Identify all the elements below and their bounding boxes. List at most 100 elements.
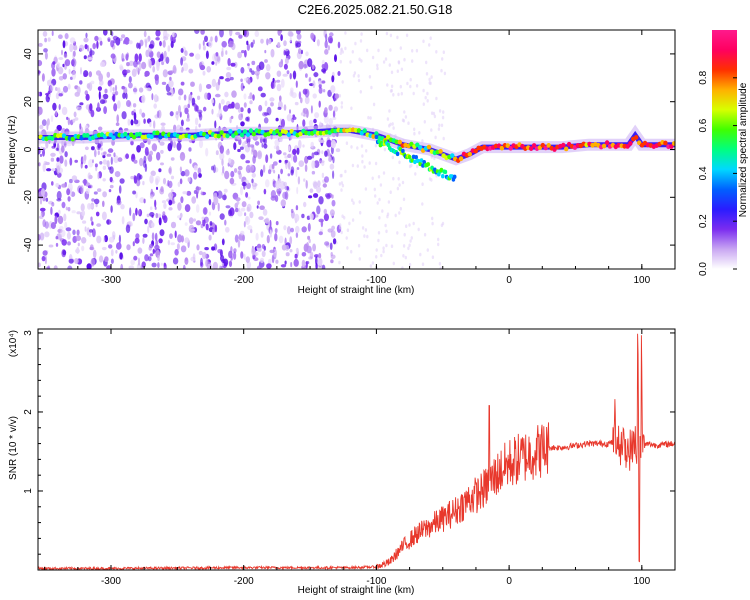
spectrogram-noise-cell [334,93,340,99]
chart-title: C2E6.2025.082.21.50.G18 [298,2,453,17]
spectrogram-noise-cell [91,146,95,151]
spectrogram-noise-cell [147,225,150,234]
spectrogram-noise-cell [401,118,405,122]
spectrogram-noise-cell [269,219,272,228]
spectrogram-noise-cell [266,235,270,244]
spectrogram-noise-cell [90,244,94,250]
spectrogram-ridge-cell [669,144,674,149]
spectrogram-noise-cell [69,43,74,53]
spectrogram-ridge-cell [531,143,537,148]
spectrogram-noise-cell [351,50,354,54]
spectrogram-noise-cell [397,177,400,181]
spectrogram-noise-cell [263,188,267,195]
spectrogram-noise-cell [236,200,240,205]
spectrogram-noise-cell [265,179,270,188]
spectrogram-noise-cell [407,246,410,251]
spectrogram-noise-cell [51,181,54,186]
spectrogram-noise-cell [178,88,184,96]
spectrogram-noise-cell [357,74,360,78]
spectrogram-noise-cell [251,172,256,178]
spectrogram-noise-cell [313,181,318,189]
spectrogram-noise-cell [278,61,283,67]
spectrogram-noise-cell [38,162,41,167]
spectrogram-noise-cell [298,48,302,55]
spectrogram-noise-cell [269,249,275,254]
spectrogram-noise-cell [311,170,316,175]
spectrogram-noise-cell [69,187,72,197]
spectrogram-noise-cell [189,158,192,164]
spectrogram-noise-cell [170,40,174,49]
spectrogram-noise-cell [98,255,104,263]
spectrogram-noise-cell [240,78,243,83]
spectrogram-noise-cell [411,49,414,53]
spectrogram-noise-cell [214,120,217,129]
spectrogram-noise-cell [54,215,58,225]
spectrogram-noise-cell [184,204,191,213]
spectrogram-noise-cell [278,159,282,163]
spectrogram-noise-cell [273,169,276,174]
spectrogram-noise-cell [360,144,364,148]
spectrogram-ridge-cell [137,131,143,137]
colorbar-tick-label: 0.6 [698,118,709,132]
spectrogram-noise-cell [277,30,282,36]
spectrogram-noise-cell [261,244,265,249]
spectrogram-noise-cell [55,183,59,188]
spectrogram-noise-cell [166,92,172,96]
spectrogram-noise-cell [378,216,381,220]
spectrogram-ridge-cell [362,128,367,134]
spectrogram-noise-cell [389,190,392,194]
spectrogram-noise-cell [76,229,80,236]
spectrogram-noise-cell [56,157,60,162]
spectrogram-noise-cell [85,146,89,151]
spectrogram-noise-cell [276,70,282,77]
spectrogram-noise-cell [400,67,404,72]
spectrogram-noise-cell [286,226,291,235]
spectrogram-noise-cell [285,252,290,257]
spectrogram-noise-cell [283,104,287,111]
spectrogram-noise-cell [170,221,177,229]
spectrogram-noise-cell [160,262,163,266]
spectrogram-noise-cell [97,86,102,91]
spectrogram-noise-cell [339,51,342,55]
spectrogram-branch-cell [395,151,400,157]
spectrogram-noise-cell [160,186,164,193]
spectrogram-noise-cell [103,106,107,115]
spectrogram-noise-cell [203,216,209,223]
spectrogram-noise-cell [194,117,199,126]
spectrogram-noise-cell [145,49,150,58]
spectrogram-noise-cell [283,152,287,156]
spectrogram-noise-cell [149,206,153,211]
spectrogram-noise-cell [389,48,392,52]
spectrogram-noise-cell [179,178,183,185]
spectrogram-noise-cell [90,216,93,222]
spectrogram-noise-cell [298,60,304,70]
spectrogram-noise-cell [138,87,144,93]
spectrogram-noise-cell [298,160,305,168]
spectrogram-noise-cell [133,159,138,164]
spectrogram-noise-cell [438,261,442,266]
spectrogram-noise-cell [83,73,88,78]
spectrogram-noise-cell [225,149,230,156]
spectrogram-noise-cell [286,186,290,191]
spectrogram-noise-cell [132,190,137,195]
spectrogram-noise-cell [430,178,433,182]
spectrogram-noise-cell [371,55,375,60]
spectrogram-noise-cell [198,43,201,50]
spectrogram-noise-cell [79,102,84,106]
spectrogram-noise-cell [50,157,55,162]
spectrogram-noise-cell [368,75,372,79]
spectrogram-noise-cell [90,80,95,85]
spectrogram-noise-cell [176,243,180,251]
spectrogram-noise-cell [425,72,429,76]
spectrogram-noise-cell [102,159,107,165]
spectrogram-noise-cell [141,94,146,104]
spectrogram-noise-cell [281,118,285,128]
spectrogram-noise-cell [269,97,275,102]
spectrogram-noise-cell [251,60,256,66]
spectrogram-noise-cell [147,154,153,162]
spectrogram-noise-cell [233,61,238,68]
spectrogram-noise-cell [94,198,100,205]
spectrogram-noise-cell [249,164,255,172]
spectrogram-noise-cell [130,140,134,146]
spectrogram-noise-cell [303,243,309,252]
